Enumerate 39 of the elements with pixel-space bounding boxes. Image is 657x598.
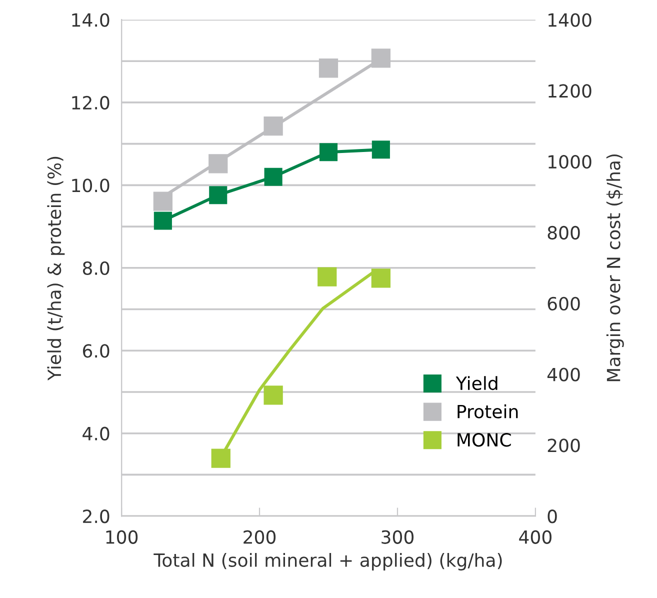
point [208, 154, 228, 174]
point [372, 140, 390, 159]
point [211, 448, 230, 468]
point [264, 168, 282, 186]
y-tick-label: 12.0 [72, 96, 110, 110]
point [264, 386, 283, 405]
y2-tick-label: 1200 [548, 84, 592, 98]
y2-axis-title: Margin over N cost ($/ha) [606, 154, 624, 382]
point [319, 143, 338, 162]
x-tick-label: 200 [244, 530, 276, 544]
y2-tick-label: 400 [547, 368, 580, 382]
y2-tick-label: 800 [548, 226, 580, 240]
x-tick-label: 400 [519, 530, 552, 544]
point [264, 116, 283, 136]
point [318, 267, 337, 286]
y2-tick-label: 1400 [548, 13, 592, 27]
y2-tick-label: 600 [548, 296, 580, 310]
legend-label: Protein [458, 404, 518, 418]
point [371, 268, 390, 288]
point [318, 58, 338, 78]
legend-label: MONC [458, 433, 511, 447]
point [209, 186, 228, 204]
y2-tick-label: 200 [548, 438, 580, 452]
point [153, 192, 173, 211]
y2-tick-label: 1000 [548, 155, 592, 169]
point [371, 48, 390, 68]
y-tick-label: 14.0 [72, 13, 110, 27]
x-tick-label: 100 [106, 530, 138, 544]
y-tick-label: 6.0 [82, 344, 110, 358]
y-tick-label: 2.0 [83, 510, 110, 524]
y-axis-title: Yield (t/ha) & protein (%) [47, 156, 65, 381]
y-tick-label: 4.0 [82, 426, 110, 440]
y2-tick-label: 0 [548, 510, 557, 524]
y-tick-label: 10.0 [72, 178, 110, 192]
legend-label: Yield [456, 376, 498, 390]
x-tick-label: 300 [382, 530, 414, 544]
point [154, 212, 172, 230]
y-tick-label: 8.0 [82, 261, 110, 276]
x-axis-title: Total N (soil mineral + applied) (kg/ha) [154, 552, 502, 570]
